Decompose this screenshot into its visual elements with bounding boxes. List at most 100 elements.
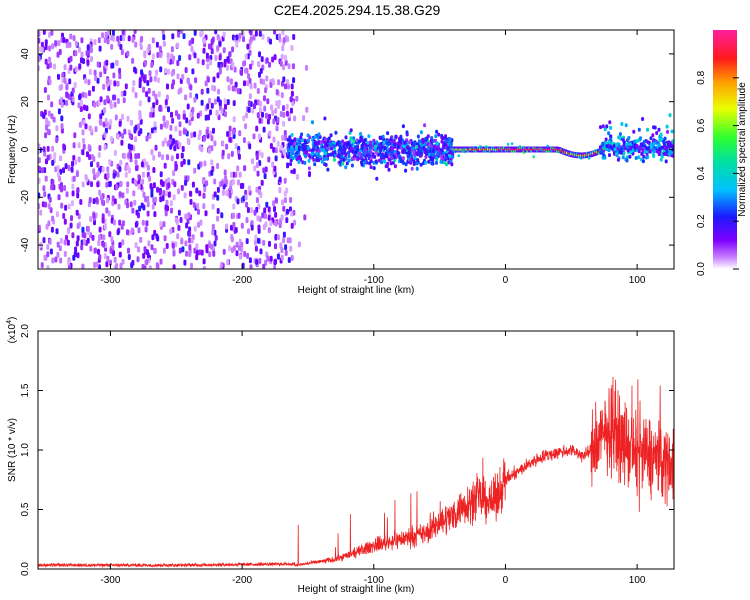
spectrogram-cell: [72, 35, 76, 42]
spectrogram-cell: [403, 140, 407, 145]
spectrogram-cell: [660, 154, 664, 159]
spectrogram-cell: [254, 234, 258, 241]
spectrogram-cell: [404, 168, 408, 173]
spectrogram-cell: [131, 259, 135, 266]
spectrogram-cell: [74, 246, 78, 253]
spectrogram-cell: [317, 132, 321, 137]
spectrogram-cell: [448, 154, 452, 159]
spectrogram-cell: [626, 145, 630, 150]
spectrogram-cell: [347, 158, 351, 163]
spectrogram-cell: [216, 163, 220, 169]
spectrogram-cell: [137, 183, 141, 190]
spectrogram-cell: [249, 264, 253, 269]
spectrogram-cell: [210, 135, 214, 142]
spectrogram-cell: [338, 150, 342, 154]
spectrogram-cell: [371, 141, 375, 146]
spectrogram-cell: [624, 123, 628, 128]
spectrogram-cell: [249, 30, 253, 36]
spectrogram-cell: [47, 110, 51, 117]
spectrogram-cell: [267, 214, 271, 221]
spectrogram-cell: [228, 245, 232, 252]
spectrogram-cell: [226, 76, 230, 83]
spectrogram-cell: [179, 87, 183, 94]
spectrogram-cell: [274, 220, 278, 227]
spectrogram-cell: [131, 207, 135, 214]
spectrogram-cell: [303, 214, 307, 221]
spectrogram-cell: [272, 146, 276, 153]
spectrogram-cell: [172, 138, 176, 145]
spectrogram-cell: [191, 106, 195, 113]
spectrogram-cell: [93, 261, 97, 268]
spectrogram-cell: [445, 162, 449, 167]
spectrogram-cell: [281, 30, 285, 36]
spectrogram-cell: [200, 231, 204, 238]
spectrogram-cell: [49, 248, 53, 255]
spectrogram-cell: [43, 254, 47, 261]
spectrogram-cell: [655, 131, 659, 135]
spectrogram-cell: [108, 231, 112, 238]
spectrogram-cell: [396, 150, 400, 155]
spectrogram-cell: [271, 110, 275, 116]
snr-series-line: [38, 376, 674, 569]
spectrogram-cell: [299, 135, 303, 140]
spectrogram-cell: [283, 130, 287, 136]
spectrogram-cell: [292, 209, 296, 216]
spectrogram-cell: [605, 124, 609, 129]
spectrogram-cell: [143, 77, 147, 84]
spectrogram-cell: [390, 156, 394, 161]
spectrogram-cell: [127, 247, 130, 254]
spectrogram-cell: [329, 152, 333, 157]
spectrogram-cell: [44, 201, 48, 208]
spectrogram-cell: [210, 102, 214, 109]
spectrogram-cell: [231, 61, 235, 68]
spectrogram-cell: [86, 44, 90, 51]
spectrogram-cell: [313, 135, 317, 139]
spectrogram-cell: [44, 132, 48, 139]
spectrogram-cell: [294, 147, 298, 152]
spectrogram-cell: [603, 155, 607, 160]
spectrogram-cell: [255, 186, 259, 193]
spectrogram-cell: [98, 254, 102, 261]
spectrogram-cell: [159, 171, 163, 178]
spectrogram-cell: [206, 87, 210, 94]
spectrogram-cell: [148, 265, 152, 269]
spectrogram-cell: [220, 108, 224, 115]
spectrogram-cell: [269, 38, 272, 45]
spectrogram-cell: [167, 177, 171, 184]
spectrogram-cell: [317, 158, 320, 163]
spectrogram-cell: [63, 64, 67, 71]
spectrogram-cell: [177, 188, 180, 195]
spectrogram-cell: [92, 212, 96, 219]
spectrogram-cell: [109, 99, 113, 106]
spectrogram-cell: [259, 78, 263, 85]
spectrogram-cell: [290, 222, 294, 229]
spectrogram-cell: [209, 59, 213, 66]
spectrogram-cell: [81, 231, 85, 238]
spectrogram-cell: [134, 92, 138, 99]
spectrogram-cell: [91, 234, 95, 241]
spectrogram-cell: [121, 152, 125, 159]
spectrogram-cell: [151, 37, 155, 44]
spectrogram-cell: [47, 203, 51, 210]
spectrogram-cell: [258, 216, 262, 223]
spectrogram-cell: [216, 208, 220, 214]
spectrogram-cell: [386, 131, 390, 136]
spectrogram-cell: [38, 37, 41, 44]
spectrogram-cell: [180, 238, 184, 245]
spectrogram-cell: [666, 129, 669, 134]
spectrogram-cell: [82, 238, 86, 245]
spectrogram-cell: [210, 159, 214, 166]
spectrogram-cell: [48, 238, 52, 245]
spectrogram-cell: [105, 207, 109, 214]
spectrogram-cell: [202, 37, 206, 44]
spectrogram-cell: [290, 90, 294, 97]
spectrogram-cell: [609, 125, 613, 130]
spectrogram-cell: [152, 167, 156, 173]
spectrogram-cell: [78, 121, 82, 128]
spectrogram-cell: [46, 128, 50, 135]
spectrogram-cell: [260, 56, 264, 63]
spectrogram-cell: [258, 107, 262, 114]
spectrogram-cell: [220, 180, 224, 187]
spectrogram-cell: [212, 76, 216, 83]
spectrogram-cell: [323, 116, 327, 121]
